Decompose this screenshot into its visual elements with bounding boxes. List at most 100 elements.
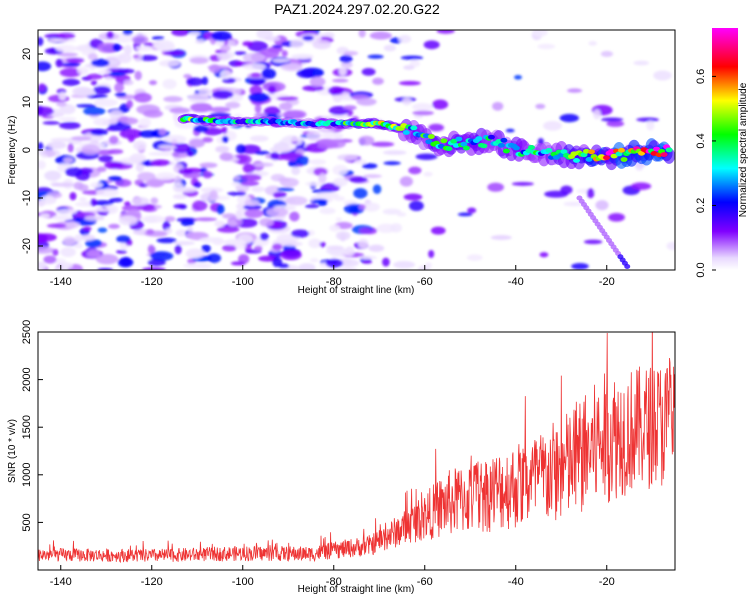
spectrogram-cell <box>266 207 289 218</box>
x-tick-label: -20 <box>599 576 615 588</box>
spectrogram-cell <box>393 261 416 269</box>
x-tick-label: -80 <box>326 576 342 588</box>
spectrogram-cell <box>279 102 293 111</box>
spectrogram-cell <box>143 109 164 118</box>
spectrogram-cell <box>539 252 549 258</box>
spectrogram-cell <box>209 64 221 74</box>
spectrogram-cell <box>275 146 296 151</box>
spectrogram-cell <box>62 78 81 86</box>
spectrogram-cell <box>588 41 597 46</box>
spectrogram-cell <box>60 247 76 258</box>
spectrogram-cell <box>202 170 213 179</box>
spectrogram-cell <box>254 150 271 155</box>
spectrogram-cell <box>108 135 119 145</box>
spectrogram-cell <box>98 69 112 75</box>
spectrogram-cell <box>332 94 343 103</box>
spectrogram-cell <box>96 143 107 149</box>
spectrogram-cell <box>225 101 241 109</box>
spectrogram-cell <box>423 171 433 177</box>
spectrogram-cell <box>108 118 118 125</box>
spectrogram-cell <box>171 30 190 37</box>
spectrogram-cell <box>217 52 230 61</box>
spectrogram-cell <box>131 197 150 206</box>
ridge-core <box>527 145 535 150</box>
spectrogram-cell <box>46 223 67 229</box>
spectrogram-cell <box>39 213 51 218</box>
colorbar-tick-label: 0.0 <box>695 262 707 277</box>
spectrogram-cell <box>220 45 231 52</box>
spectrogram-cell <box>149 251 174 261</box>
spectrogram-x-label: Height of straight line (km) <box>298 285 415 296</box>
spectrogram-cell <box>277 177 291 183</box>
spectrogram-cell <box>38 200 45 207</box>
spectrogram-cell <box>514 74 523 80</box>
ridge-core <box>512 145 520 151</box>
y-tick-label: 1500 <box>21 415 33 439</box>
spectrogram-cell <box>290 54 312 59</box>
spectrogram-cell <box>505 128 515 133</box>
spectrogram-cell <box>145 179 165 188</box>
ridge-core <box>402 130 410 135</box>
snr-y-ticks: 500 1000 1500 2000 2500 <box>21 320 43 532</box>
spectrogram-cell <box>38 261 47 270</box>
spectrogram-cell <box>108 223 120 229</box>
spectrogram-cell <box>143 42 154 47</box>
y-tick-label: 0 <box>21 147 33 153</box>
spectrogram-y-label: Frequency (Hz) <box>7 116 18 185</box>
spectrogram-cell <box>244 208 264 219</box>
spectrogram-cell <box>335 231 351 241</box>
spectrogram-cell <box>133 140 147 151</box>
spectrogram-cell <box>235 144 246 154</box>
spectrogram-cell <box>71 136 92 141</box>
ridge-core <box>502 148 510 154</box>
spectrogram-cell <box>423 40 440 50</box>
spectrogram-cell <box>135 45 153 52</box>
spectrogram-cell <box>337 267 358 270</box>
spectrogram-cell <box>106 31 114 39</box>
ridge-core <box>500 137 508 143</box>
spectrogram-cell <box>185 248 205 259</box>
spectrogram-cell <box>132 54 140 59</box>
spectrogram-cell <box>58 91 67 101</box>
spectrogram-cell <box>280 249 302 261</box>
spectrogram-cell <box>134 70 142 81</box>
spectrogram-cell <box>242 52 266 63</box>
spectrogram-cell <box>163 134 187 144</box>
spectrogram-cell <box>107 149 124 155</box>
ridge-core <box>475 136 483 141</box>
spectrogram-cell <box>117 52 132 64</box>
spectrogram-cell <box>117 68 135 74</box>
spectrogram-cell <box>74 234 82 243</box>
spectrogram-cell <box>354 159 367 164</box>
spectrogram-cell <box>86 73 103 80</box>
spectrogram-cell <box>199 162 218 169</box>
x-tick-label: -120 <box>141 276 163 288</box>
spectrogram-cell <box>212 90 234 99</box>
spectrogram-cell <box>559 113 579 123</box>
spectrogram-cell <box>65 221 80 229</box>
spectrogram-cell <box>630 182 652 190</box>
spectrogram-cell <box>122 30 133 36</box>
spectrogram-cell <box>219 152 234 161</box>
spectrogram-cell <box>59 121 81 130</box>
ridge-core <box>618 147 626 153</box>
spectrogram-cell <box>59 103 76 115</box>
chart-title: PAZ1.2024.297.02.20.G22 <box>274 1 440 17</box>
spectrogram-cell <box>361 163 378 169</box>
ridge-core <box>615 151 623 157</box>
spectrogram-cell <box>38 106 54 116</box>
spectrogram-cell <box>396 212 407 217</box>
spectrogram-cell <box>67 143 74 153</box>
spectrogram-cell <box>172 143 191 154</box>
spectrogram-cell <box>412 103 433 111</box>
spectrogram-cell <box>155 172 176 181</box>
colorbar-tick-label: 0.4 <box>695 133 707 148</box>
spectrogram-cell <box>428 123 445 132</box>
spectrogram-cell <box>276 187 295 192</box>
spectrogram-cell <box>174 244 182 255</box>
spectrogram-cell <box>163 96 183 103</box>
spectrogram-cell <box>382 208 402 215</box>
spectrogram-cell <box>73 181 84 190</box>
colorbar-ticks: 0.0 0.2 0.4 0.6 <box>695 69 716 278</box>
